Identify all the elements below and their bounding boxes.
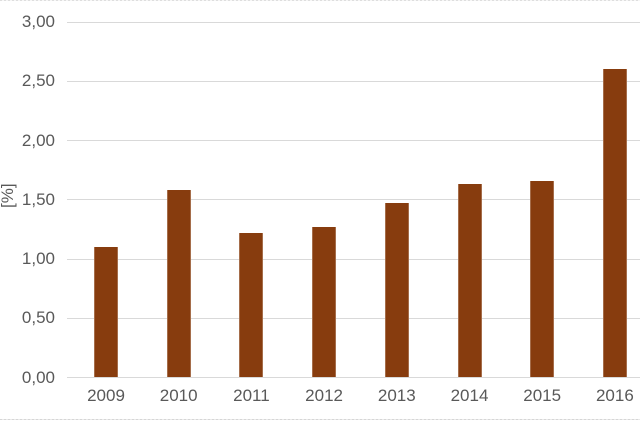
gridline-3,00 [67,21,640,23]
x-tick-label-2015: 2015 [523,386,562,405]
y-tick-label: 1,50 [21,189,55,209]
bar-2011 [239,232,264,378]
gridline-0,00 [67,377,640,378]
y-tick-label: 3,00 [21,12,55,31]
y-tick-label: 0,50 [21,308,55,328]
gridline-2,00 [67,140,640,141]
bar-2009 [94,247,118,378]
y-tick-label: 2,50 [21,71,55,91]
bar-2012 [312,227,337,378]
x-tick-label-2011: 2011 [233,386,270,405]
bar-2015 [530,180,555,378]
x-tick-label-2010: 2010 [159,386,198,405]
x-tick-label-2016: 2016 [595,386,634,405]
gridline-1,50 [67,199,640,201]
bar-2010 [166,190,191,378]
gridline-1,00 [67,258,640,260]
x-tick-label-2009: 2009 [87,386,125,405]
y-tick-label: 2,00 [21,130,55,150]
x-tick-label-2012: 2012 [305,386,343,405]
bar-2013 [384,203,409,378]
y-tick-label: 0,00 [21,367,55,387]
bar-2014 [457,184,482,378]
y-tick-label: 1,00 [21,249,55,268]
x-tick-label-2013: 2013 [377,386,416,405]
x-tick-label-2014: 2014 [450,386,489,405]
gridline-0,50 [67,317,640,319]
chart-bottom-border [0,419,640,420]
bar-2016 [602,69,627,378]
gridline-2,50 [67,80,640,82]
chart-top-border [0,0,640,1]
